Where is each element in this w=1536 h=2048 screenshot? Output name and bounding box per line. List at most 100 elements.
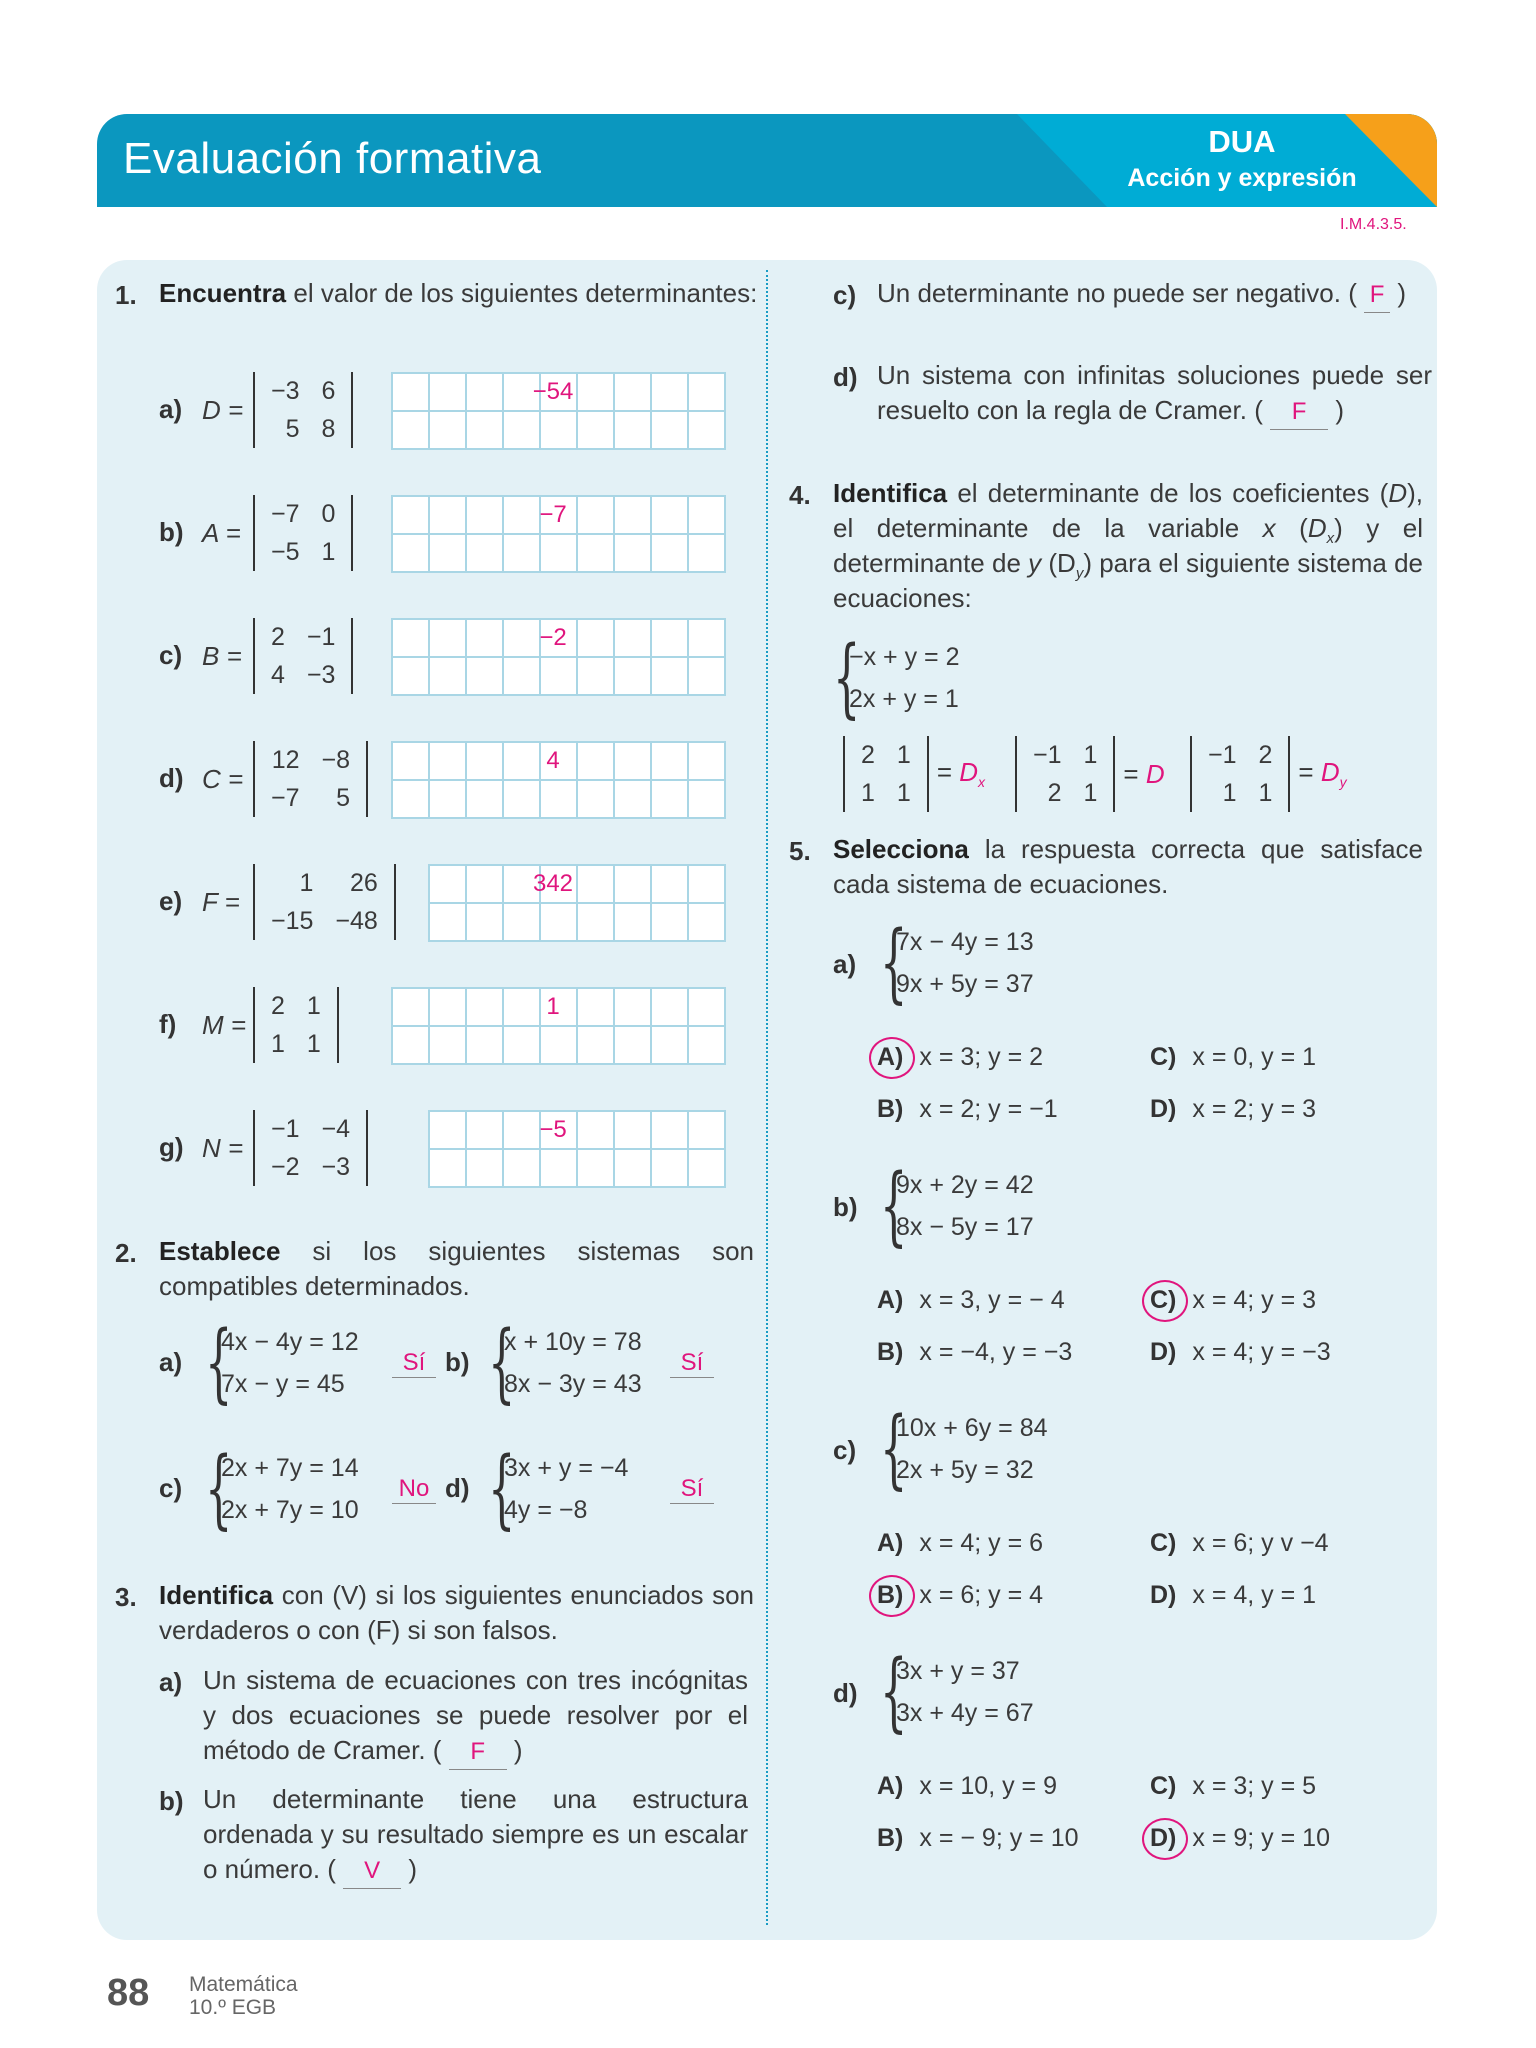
option[interactable]: D) x = 9; y = 10 xyxy=(1142,1818,1330,1860)
matrix-entry: 1 xyxy=(321,538,336,566)
equation: 2x + 7y = 14 xyxy=(221,1454,359,1482)
option[interactable]: B) x = 6; y = 4 xyxy=(869,1575,1043,1617)
option-letter: D) xyxy=(1150,1581,1177,1609)
determinant-matrix: 2 −1 4 −3 xyxy=(253,618,354,694)
grid-cell xyxy=(393,1027,430,1065)
equation-system: {9x + 2y = 42 8x − 5y = 17 xyxy=(880,1163,1034,1249)
grid-cell xyxy=(652,412,689,450)
prompt-text: ) para el siguiente sistema de ecuacione… xyxy=(833,548,1423,613)
matrix-entry: 1 xyxy=(306,1030,321,1058)
paren: ) xyxy=(1390,278,1406,308)
equation: 8x − 5y = 17 xyxy=(896,1213,1034,1241)
option[interactable]: D) x = 4; y = −3 xyxy=(1150,1338,1331,1367)
determinant-result: = Dy xyxy=(1298,757,1346,790)
grid-cell xyxy=(504,535,541,573)
answer-grid xyxy=(391,495,726,573)
option-letter: C) xyxy=(1150,1043,1177,1071)
determinant-answer: −54 xyxy=(532,378,574,405)
option-value: x = −4, y = −3 xyxy=(919,1338,1073,1366)
option[interactable]: C) x = 4; y = 3 xyxy=(1142,1280,1317,1322)
answer-blank: ( F ) xyxy=(1348,278,1406,313)
answer-grid xyxy=(391,618,726,696)
option-value: x = 6; y v −4 xyxy=(1192,1529,1329,1557)
option[interactable]: D) x = 2; y = 3 xyxy=(1150,1095,1316,1124)
grid-cell xyxy=(652,866,689,904)
q2-keyword: Establece xyxy=(159,1236,281,1266)
option[interactable]: A) x = 10, y = 9 xyxy=(877,1772,1057,1801)
equation: −x + y = 2 xyxy=(849,643,960,671)
grid-cell xyxy=(689,1150,726,1188)
statement-text: Un determinante tiene una estructura ord… xyxy=(203,1784,748,1884)
grid-cell xyxy=(541,1027,578,1065)
grid-cell xyxy=(615,866,652,904)
grid-cell xyxy=(689,866,726,904)
grid-cell xyxy=(467,497,504,535)
determinant-wrap: 12 −8 −7 5 xyxy=(253,741,369,817)
option-value: x = 4; y = 3 xyxy=(1192,1286,1317,1314)
grid-cell xyxy=(652,904,689,942)
column-divider xyxy=(766,270,768,1925)
option[interactable]: B) x = − 9; y = 10 xyxy=(877,1824,1079,1853)
grid-cell xyxy=(430,866,467,904)
grid-cell xyxy=(652,1150,689,1188)
option-letter: C) xyxy=(1150,1772,1177,1800)
grid-cell xyxy=(615,535,652,573)
matrix-entry: −48 xyxy=(335,907,378,935)
grid-cell xyxy=(689,497,726,535)
determinant-name: D = xyxy=(202,395,244,425)
prompt-text: ), el determinante de la variable xyxy=(833,478,1423,543)
statement-text: Un sistema con infinitas soluciones pued… xyxy=(877,360,1432,425)
equals-sign: = xyxy=(1123,758,1146,789)
option-value: x = 2; y = −1 xyxy=(919,1095,1058,1123)
indicator-code: I.M.4.3.5. xyxy=(1340,216,1407,233)
selected-circle-icon xyxy=(869,1575,915,1617)
option[interactable]: C) x = 0, y = 1 xyxy=(1150,1043,1316,1072)
equation: 3x + 4y = 67 xyxy=(896,1699,1034,1727)
grid-cell xyxy=(430,1112,467,1150)
option[interactable]: D) x = 4, y = 1 xyxy=(1150,1581,1316,1610)
matrix-entry: 5 xyxy=(285,415,300,443)
option[interactable]: A) x = 3, y = − 4 xyxy=(877,1286,1065,1315)
grid-cell xyxy=(615,412,652,450)
option-letter: D) xyxy=(1150,1338,1177,1366)
option-value: x = 4, y = 1 xyxy=(1192,1581,1317,1609)
grid-cell xyxy=(467,658,504,696)
grid-cell xyxy=(504,658,541,696)
prompt-text: D xyxy=(1388,478,1408,508)
equations: 3x + y = 37 3x + 4y = 67 xyxy=(896,1650,1034,1734)
determinant-wrap: −1 −4 −2 −3 xyxy=(253,1110,369,1186)
determinant-answer: −7 xyxy=(539,501,567,528)
option[interactable]: A) x = 4; y = 6 xyxy=(877,1529,1043,1558)
item-label: d) xyxy=(159,763,184,793)
equation: x + 10y = 78 xyxy=(504,1328,642,1356)
grid-cell xyxy=(615,1150,652,1188)
paren: ( xyxy=(1254,395,1271,425)
option-value: x = 3; y = 2 xyxy=(919,1043,1044,1071)
subscript: y xyxy=(1075,565,1084,583)
option[interactable]: C) x = 3; y = 5 xyxy=(1150,1772,1316,1801)
prompt-text: el determinante de los coeficientes ( xyxy=(947,478,1389,508)
grid-cell xyxy=(689,535,726,573)
option[interactable]: B) x = 2; y = −1 xyxy=(877,1095,1058,1124)
grid-cell xyxy=(615,374,652,412)
item-label: b) xyxy=(159,517,184,547)
grid-cell xyxy=(541,1150,578,1188)
grid-cell xyxy=(504,497,541,535)
option[interactable]: A) x = 3; y = 2 xyxy=(869,1037,1044,1079)
grid-cell xyxy=(615,989,652,1027)
grid-cell xyxy=(430,743,467,781)
matrix-entry: 1 xyxy=(896,779,911,807)
determinant-matrix: −7 0 −5 1 xyxy=(253,495,354,571)
grid-cell xyxy=(615,497,652,535)
matrix-entry: −3 xyxy=(271,377,300,405)
determinant-result: = D xyxy=(1123,759,1164,790)
matrix-entry: 1 xyxy=(1083,779,1098,807)
option-value: x = 3; y = 5 xyxy=(1192,1772,1317,1800)
option[interactable]: C) x = 6; y v −4 xyxy=(1150,1529,1329,1558)
grid-cell xyxy=(652,989,689,1027)
option-letter: A) xyxy=(877,1529,904,1557)
grid-cell xyxy=(652,658,689,696)
option[interactable]: B) x = −4, y = −3 xyxy=(877,1338,1072,1367)
result-symbol: D xyxy=(1320,757,1340,788)
q4-keyword: Identifica xyxy=(833,478,948,508)
